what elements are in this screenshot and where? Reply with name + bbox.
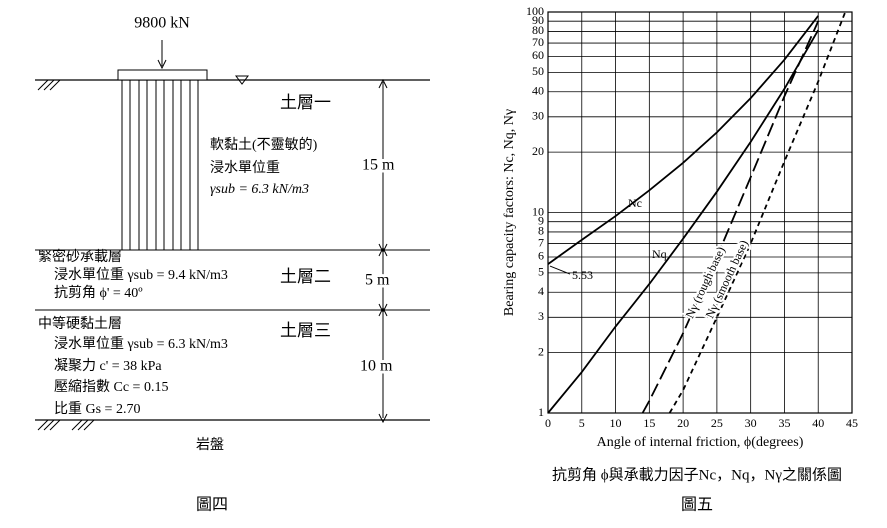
dimension-arrows: [378, 78, 388, 424]
x-tick-label: 25: [711, 416, 723, 430]
arrow-head: [157, 59, 167, 70]
annotation-leader: [549, 265, 571, 275]
y-tick-label: 6: [538, 249, 544, 263]
soil-profile: [35, 40, 430, 431]
y-tick-label: 8: [538, 224, 544, 238]
layer-prop: 浸水單位重 γsub = 6.3 kN/m3: [54, 336, 228, 352]
x-tick-label: 40: [812, 416, 824, 430]
y-tick-label: 70: [532, 35, 544, 49]
caption: 圖四: [196, 497, 228, 514]
series-label: Nc: [628, 196, 642, 210]
x-tick-label: 0: [545, 416, 551, 430]
y-tick-label: 7: [538, 235, 544, 249]
hatch: [37, 79, 61, 91]
series-line: [547, 15, 819, 265]
x-tick-label: 20: [677, 416, 689, 430]
y-tick-label: 5: [538, 265, 544, 279]
y-tick-label: 4: [538, 284, 544, 298]
y-tick-label: 60: [532, 48, 544, 62]
thickness: 15 m: [362, 157, 395, 174]
layer-prop: 浸水單位重: [210, 160, 280, 176]
y-axis-label: Bearing capacity factors: Nc, Nq, Nγ: [502, 109, 517, 316]
series-label: Nq: [652, 247, 667, 261]
layer-prop: 壓縮指數 Cc = 0.15: [54, 379, 168, 395]
layer-desc: 軟黏土(不靈敏的): [210, 137, 318, 153]
layer-prop: 抗剪角 ϕ' = 40º: [54, 285, 143, 301]
chart-caption: 抗剪角 ϕ與承載力因子Nc，Nq，Nγ之關係圖: [552, 466, 842, 483]
y-tick-label: 9: [538, 213, 544, 227]
layer-prop: 比重 Gs = 2.70: [54, 401, 140, 417]
water-table: [235, 75, 249, 85]
x-tick-label: 30: [745, 416, 757, 430]
series-line: [547, 29, 820, 414]
layer-desc: 中等硬黏土層: [38, 315, 122, 332]
annotation: 5.53: [572, 268, 593, 282]
layer-name: 土層一: [280, 93, 331, 112]
piles: [121, 79, 199, 251]
x-tick-label: 10: [610, 416, 622, 430]
layer-prop: 凝聚力 c' = 38 kPa: [54, 358, 162, 374]
x-axis-label: Angle of internal friction, ϕ(degrees): [597, 435, 804, 450]
hatch: [37, 419, 95, 431]
y-tick-label: 40: [532, 84, 544, 98]
thickness: 5 m: [365, 272, 390, 289]
x-tick-label: 15: [643, 416, 655, 430]
y-tick-label: 1: [538, 405, 544, 419]
y-tick-label: 50: [532, 64, 544, 78]
layer-desc: 緊密砂承載層: [38, 248, 122, 265]
layer-prop: γsub = 6.3 kN/m3: [210, 182, 309, 197]
thickness: 10 m: [360, 358, 393, 375]
y-tick-label: 30: [532, 109, 544, 123]
y-tick-label: 80: [532, 23, 544, 37]
x-tick-label: 5: [579, 416, 585, 430]
x-tick-label: 45: [846, 416, 858, 430]
y-tick-label: 20: [532, 144, 544, 158]
y-tick-label: 2: [538, 344, 544, 358]
series-line: [668, 11, 847, 414]
load: 9800 kN: [134, 15, 190, 32]
pile-cap: [117, 69, 208, 81]
x-tick-label: 35: [778, 416, 790, 430]
y-tick-label: 3: [538, 309, 544, 323]
caption: 圖五: [681, 497, 713, 514]
soil-labels: 9800 kN 土層一 軟黏土(不靈敏的) 浸水單位重 γsub = 6.3 k…: [38, 15, 398, 514]
y-tick-label: 100: [526, 4, 544, 18]
y-tick-label: 10: [532, 204, 544, 218]
layer-prop: 浸水單位重 γsub = 9.4 kN/m3: [54, 267, 228, 283]
y-tick-label: 90: [532, 13, 544, 27]
series-line: [641, 20, 820, 414]
layer-name: 土層二: [280, 267, 331, 286]
layer-name: 土層三: [280, 321, 331, 340]
bedrock: 岩盤: [196, 437, 224, 453]
